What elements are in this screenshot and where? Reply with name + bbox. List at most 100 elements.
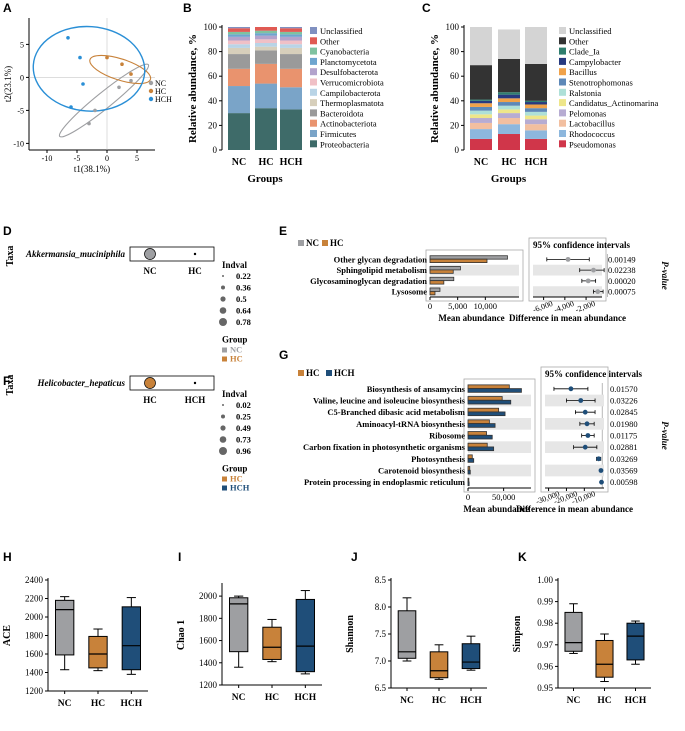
legend-swatch-other: [559, 37, 566, 45]
legend-marker-hch: [148, 96, 154, 102]
x-tick-label: 0: [105, 154, 109, 163]
size-legend-label: 0.36: [236, 283, 251, 293]
panel-j-shannon-box: 6.5 7.0 7.5 8.0 8.5 Shannon NC HC HCH: [345, 575, 487, 706]
stacked-bar-unclassified-hch: [280, 27, 302, 29]
legend-swatch-candidatus-actinomarina: [559, 99, 566, 107]
p-value-carbon-fixation-in-photosynthetic-organisms: 0.02881: [610, 442, 638, 452]
stacked-bar-unclassified-nc: [470, 27, 492, 66]
panel-labels: A B C D E F G H I J K: [3, 1, 527, 564]
legend-swatch-campilobacterota: [310, 88, 317, 96]
x-tick-label: HC: [143, 395, 157, 405]
row-band: [533, 264, 602, 276]
y-tick-label: 0.98: [537, 618, 553, 628]
mean-bar-hc-valine-leucine-and-isoleucine-biosynthesis: [467, 396, 503, 401]
stacked-bar-other-hch: [525, 63, 547, 101]
y-tick-label: 1400: [199, 658, 218, 668]
legend-label-candidatus-actinomarina: Candidatus_Actinomarina: [569, 98, 658, 108]
legend-swatch-proteobacteria: [310, 140, 317, 148]
stacked-bar-campylobacter-hch: [525, 102, 547, 105]
x-tick-label: 0: [428, 301, 432, 311]
legend-label-other: Other: [320, 36, 340, 46]
row-band: [430, 286, 519, 297]
x-tick-label-nc: NC: [400, 696, 414, 706]
stacked-bar-pelomonas-nc: [470, 118, 492, 123]
x-tick-label-hch: HCH: [625, 696, 647, 706]
legend-marker-nc: [148, 80, 154, 86]
taxon-label: Akkermansia_muciniphila: [25, 249, 126, 259]
y-tick-label: 0.99: [537, 597, 553, 607]
sample-point-nc: [87, 121, 91, 126]
stacked-bar-thermoplasmatota-nc: [228, 47, 250, 55]
stacked-bar-desulfobacterota-nc: [228, 36, 250, 41]
stacked-bar-other-hc: [498, 58, 520, 93]
group-legend-swatch-hch: [222, 485, 227, 491]
panel-label-c: C: [422, 1, 431, 15]
legend-label-planctomycetota: Planctomycetota: [320, 57, 377, 67]
y-tick-label: 100: [204, 22, 218, 32]
mean-bar-hc-aminoacyl-trna-biosynthesis: [467, 419, 490, 425]
legend-label-lactobacillus: Lactobacillus: [569, 119, 615, 129]
y-axis-label: Chao 1: [176, 620, 187, 650]
p-value-aminoacyl-trna-biosynthesis: 0.01980: [610, 419, 638, 429]
stacked-bar-unclassified-hch: [525, 27, 547, 64]
legend-swatch-clade-ia: [559, 47, 566, 55]
y-tick-label: 80: [450, 47, 460, 57]
size-legend-dot: [222, 275, 224, 277]
row-band: [430, 264, 519, 276]
x-tick-label: HCH: [185, 395, 206, 405]
legend-label-hc: HC: [330, 238, 344, 248]
difference-point-protein-processing-in-endoplasmic-reticulum: [599, 479, 604, 485]
y-tick-label: 1600: [25, 649, 44, 659]
legend-swatch-hc: [322, 240, 328, 246]
legend-label-desulfobacterota: Desulfobacterota: [320, 67, 378, 77]
panel-label-b: B: [183, 1, 192, 15]
legend-swatch-pseudomonas: [559, 140, 566, 148]
group-legend-swatch-nc: [222, 347, 227, 353]
legend-swatch-ralstonia: [559, 88, 566, 96]
legend-swatch-other: [310, 37, 317, 45]
stacked-bar-unclassified-nc: [228, 27, 250, 29]
panel-label-j: J: [351, 550, 358, 564]
stacked-bar-planctomycetota-hc: [255, 33, 277, 36]
pathway-label-lysosome: Lysosome: [392, 287, 428, 297]
legend-label-unclassified: Unclassified: [569, 26, 612, 36]
stacked-bar-other-hc: [255, 27, 277, 31]
size-legend-label: 0.78: [236, 317, 251, 327]
mean-bar-hc-c5-branched-dibasic-acid-metabolism: [467, 407, 500, 413]
row-band: [533, 286, 602, 297]
x-tick-label: HC: [259, 157, 274, 168]
legend-swatch-campylobacter: [559, 57, 566, 65]
box-hch: [626, 622, 645, 661]
stacked-bar-campylobacter-nc: [470, 100, 492, 104]
legend-swatch-unclassified: [310, 27, 317, 34]
mean-bar-hc-protein-processing-in-endoplasmic-reticulum: [467, 477, 470, 483]
p-value-other-glycan-degradation: 0.00149: [608, 254, 636, 264]
stacked-bar-verrucomicrobiota-nc: [228, 40, 250, 45]
group-legend-title: Group: [222, 464, 247, 474]
stacked-bar-campylobacter-hc: [498, 94, 520, 99]
box-nc: [397, 610, 417, 659]
size-legend-label: 0.02: [236, 400, 251, 410]
y-tick-label: 20: [208, 120, 218, 130]
y-tick-label: 2200: [25, 594, 44, 604]
size-legend-label: 0.96: [236, 446, 251, 456]
p-value-axis-label: P-value: [660, 261, 670, 290]
x-tick-label-hch: HCH: [121, 699, 143, 709]
group-legend-label-hc: HC: [230, 474, 243, 484]
stacked-bar-ralstonia-nc: [470, 110, 492, 115]
ci-frame: [540, 366, 609, 493]
y-tick-label: 0: [213, 145, 218, 155]
y-axis-label: ACE: [2, 625, 13, 646]
legend-label-unclassified: Unclassified: [320, 26, 363, 36]
size-legend-title: Indval: [222, 389, 248, 399]
legend-swatch-hc: [298, 370, 304, 376]
stacked-bar-bacteroidota-hch: [280, 54, 302, 69]
y-tick-label: 7.5: [375, 629, 387, 639]
x-axis-label: Groups: [491, 173, 527, 185]
legend-swatch-stenotrophomonas: [559, 78, 566, 86]
mean-bar-nc-sphingolipid-metabolism: [429, 266, 461, 271]
panel-label-e: E: [279, 224, 287, 238]
mean-bar-hc-carotenoid-biosynthesis: [467, 466, 471, 471]
y-axis-label: Simpson: [512, 615, 523, 652]
